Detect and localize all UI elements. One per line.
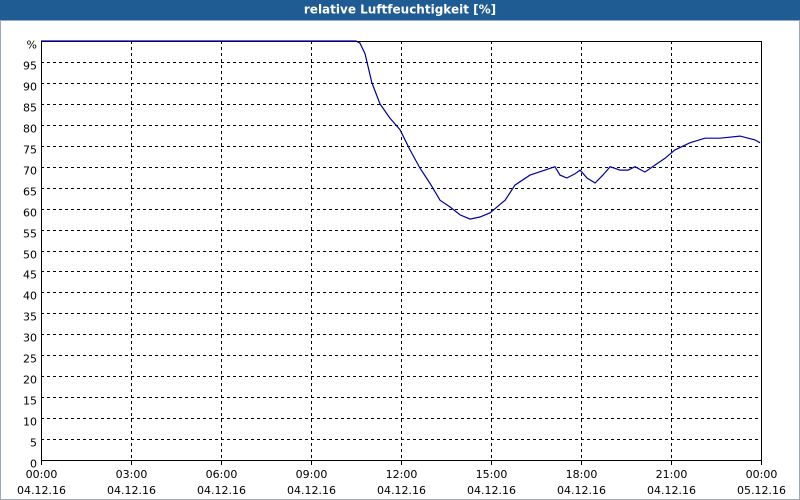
x-tick-date: 04.12.16: [647, 484, 696, 497]
y-tick-label: 20: [23, 374, 37, 387]
x-tick-label: 21:00: [656, 468, 688, 481]
y-tick-label: 85: [23, 102, 37, 115]
y-tick-label: 65: [23, 186, 37, 199]
y-tick-label: 90: [23, 81, 37, 94]
x-tick-date: 04.12.16: [287, 484, 336, 497]
y-tick-label: 75: [23, 144, 37, 157]
x-tick-label: 06:00: [206, 468, 238, 481]
plot-border: [41, 41, 762, 461]
x-tick-date: 04.12.16: [17, 484, 66, 497]
y-tick-label: 10: [23, 416, 37, 429]
x-tick-label: 15:00: [476, 468, 508, 481]
y-tick-label: 55: [23, 228, 37, 241]
window-frame: [0, 20, 800, 500]
y-tick-label: %: [27, 39, 37, 52]
chart-title: relative Luftfeuchtigkeit [%]: [304, 3, 496, 17]
y-tick-label: 30: [23, 332, 37, 345]
y-tick-label: 0: [30, 458, 37, 471]
x-tick-label: 03:00: [116, 468, 148, 481]
y-tick-label: 35: [23, 311, 37, 324]
title-bar: [0, 0, 800, 20]
x-tick-date: 05.12.16: [737, 484, 786, 497]
y-tick-label: 40: [23, 290, 37, 303]
y-tick-label: 95: [23, 60, 37, 73]
x-tick-label: 09:00: [296, 468, 328, 481]
x-tick-date: 04.12.16: [467, 484, 516, 497]
y-tick-label: 50: [23, 249, 37, 262]
x-tick-label: 18:00: [566, 468, 598, 481]
x-tick-date: 04.12.16: [557, 484, 606, 497]
x-tick-label: 00:00: [746, 468, 778, 481]
y-tick-label: 45: [23, 269, 37, 282]
x-tick-date: 04.12.16: [377, 484, 426, 497]
x-tick-date: 04.12.16: [107, 484, 156, 497]
y-tick-label: 70: [23, 165, 37, 178]
y-tick-label: 80: [23, 123, 37, 136]
x-tick-label: 12:00: [386, 468, 418, 481]
y-tick-label: 60: [23, 207, 37, 220]
x-tick-label: 00:00: [26, 468, 58, 481]
y-tick-label: 5: [30, 437, 37, 450]
y-tick-label: 25: [23, 353, 37, 366]
y-tick-label: 15: [23, 395, 37, 408]
line-series: [41, 40, 761, 220]
x-tick-date: 04.12.16: [197, 484, 246, 497]
